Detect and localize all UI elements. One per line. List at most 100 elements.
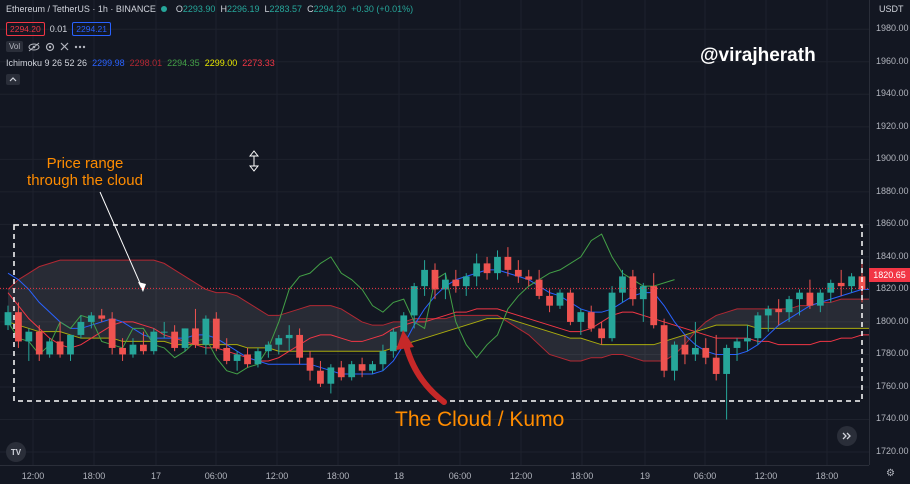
- candle-body: [119, 347, 126, 355]
- price-tick: 1860.00: [876, 218, 909, 229]
- candle-body: [483, 263, 491, 274]
- candle-body: [233, 354, 241, 361]
- time-axis[interactable]: 12:00 18:00 17 06:00 12:00 18:00 18 06:00 12:00 1…: [0, 465, 869, 484]
- market-status-dot: [160, 6, 167, 12]
- candle: [744, 325, 751, 352]
- candle: [764, 305, 772, 332]
- symbol-title[interactable]: Ethereum / TetherUS · 1h · BINANCE: [6, 4, 156, 14]
- candle: [639, 282, 647, 322]
- candle: [35, 325, 43, 361]
- candle: [494, 250, 501, 280]
- candle: [556, 289, 564, 309]
- scroll-right-button[interactable]: [837, 426, 857, 446]
- cloud-arrowhead: [396, 330, 414, 350]
- candle-body: [400, 315, 408, 332]
- candle: [691, 321, 699, 361]
- time-tick: 18:00: [326, 471, 350, 481]
- cloud-annotation: The Cloud / Kumo: [395, 408, 565, 431]
- candle-body: [306, 357, 314, 371]
- price-tick: 1760.00: [876, 380, 909, 391]
- candle-body: [462, 276, 470, 287]
- candle: [608, 286, 616, 342]
- candle: [702, 338, 710, 365]
- more-icon[interactable]: [74, 41, 86, 52]
- price-chart[interactable]: [0, 0, 869, 465]
- chikou-line: [7, 233, 675, 375]
- eye-hidden-icon[interactable]: [28, 41, 40, 52]
- candle-body: [160, 331, 168, 333]
- indicator-value: 2298.01: [129, 58, 163, 68]
- candle-body: [296, 334, 303, 358]
- candle-body: [15, 312, 22, 342]
- candle-body: [98, 315, 106, 319]
- candle: [348, 360, 356, 381]
- price-tick: 1880.00: [876, 185, 909, 196]
- volume-legend: Vol: [6, 41, 86, 52]
- candle-body: [660, 325, 668, 371]
- price-tick: 1720.00: [876, 445, 909, 456]
- candle-body: [754, 315, 762, 339]
- price-tick: 1920.00: [876, 120, 909, 131]
- senkou-span-a: [7, 259, 869, 362]
- candle-body: [733, 341, 741, 348]
- candle-body: [639, 286, 647, 300]
- candle-body: [691, 347, 699, 355]
- candle: [379, 344, 387, 371]
- candle: [192, 308, 199, 348]
- candle: [119, 338, 126, 361]
- candle: [775, 299, 783, 326]
- chevron-up-icon[interactable]: [6, 74, 20, 85]
- candle: [87, 312, 95, 329]
- candle-body: [567, 292, 574, 322]
- cursor-resize-icon: [248, 150, 260, 173]
- chart-settings-gear-icon[interactable]: ⚙: [886, 468, 895, 479]
- candle-body: [848, 276, 855, 287]
- candle-body: [556, 292, 564, 306]
- candle: [796, 289, 803, 316]
- settings-icon[interactable]: [45, 41, 55, 52]
- candle: [285, 325, 293, 352]
- kumo-cloud: [8, 260, 869, 361]
- candle: [212, 312, 220, 352]
- indicator-value: 2299.98: [92, 58, 125, 68]
- candle-body: [452, 279, 460, 287]
- candle: [46, 338, 54, 358]
- volume-label[interactable]: Vol: [6, 41, 24, 52]
- sell-button[interactable]: 2294.20: [6, 22, 45, 36]
- candle: [181, 328, 189, 352]
- candle-body: [431, 269, 439, 290]
- candle: [577, 308, 585, 335]
- chart-area[interactable]: Ethereum / TetherUS · 1h · BINANCE O 2293…: [0, 0, 869, 465]
- candle: [629, 269, 637, 306]
- buy-button[interactable]: 2294.21: [72, 22, 111, 36]
- ichimoku-legend: Ichimoku 9 26 52 26 2299.98 2298.01 2294…: [6, 58, 275, 68]
- candle: [535, 269, 543, 300]
- close-icon[interactable]: [60, 41, 69, 52]
- candle: [587, 305, 595, 332]
- candle: [452, 269, 460, 293]
- candle-body: [369, 364, 376, 371]
- candle-body: [764, 308, 772, 316]
- candle-body: [192, 328, 199, 345]
- price-axis[interactable]: USDT 1980.00 1960.00 1940.00 1920.00 1900.00…: [869, 0, 910, 465]
- candle-body: [25, 331, 33, 342]
- candle-body: [35, 331, 43, 355]
- price-tick: 1940.00: [876, 88, 909, 99]
- ohlc-close: 2294.20: [313, 4, 347, 14]
- kijun-line: [7, 292, 869, 362]
- candle-body: [254, 351, 262, 365]
- candle: [108, 312, 116, 355]
- ohlc-low: 2283.57: [269, 4, 303, 14]
- tradingview-logo[interactable]: TV: [6, 442, 26, 462]
- time-tick: 06:00: [204, 471, 228, 481]
- time-tick: 19: [639, 471, 651, 481]
- time-tick: 18:00: [815, 471, 839, 481]
- price-range-pointer: [99, 191, 144, 291]
- candle-body: [494, 256, 501, 274]
- candle-body: [681, 344, 689, 355]
- indicator-name[interactable]: Ichimoku 9 26 52 26: [6, 58, 88, 68]
- candle: [660, 318, 668, 378]
- candle: [816, 289, 824, 313]
- candle-body: [108, 318, 116, 348]
- time-tick: 18:00: [82, 471, 106, 481]
